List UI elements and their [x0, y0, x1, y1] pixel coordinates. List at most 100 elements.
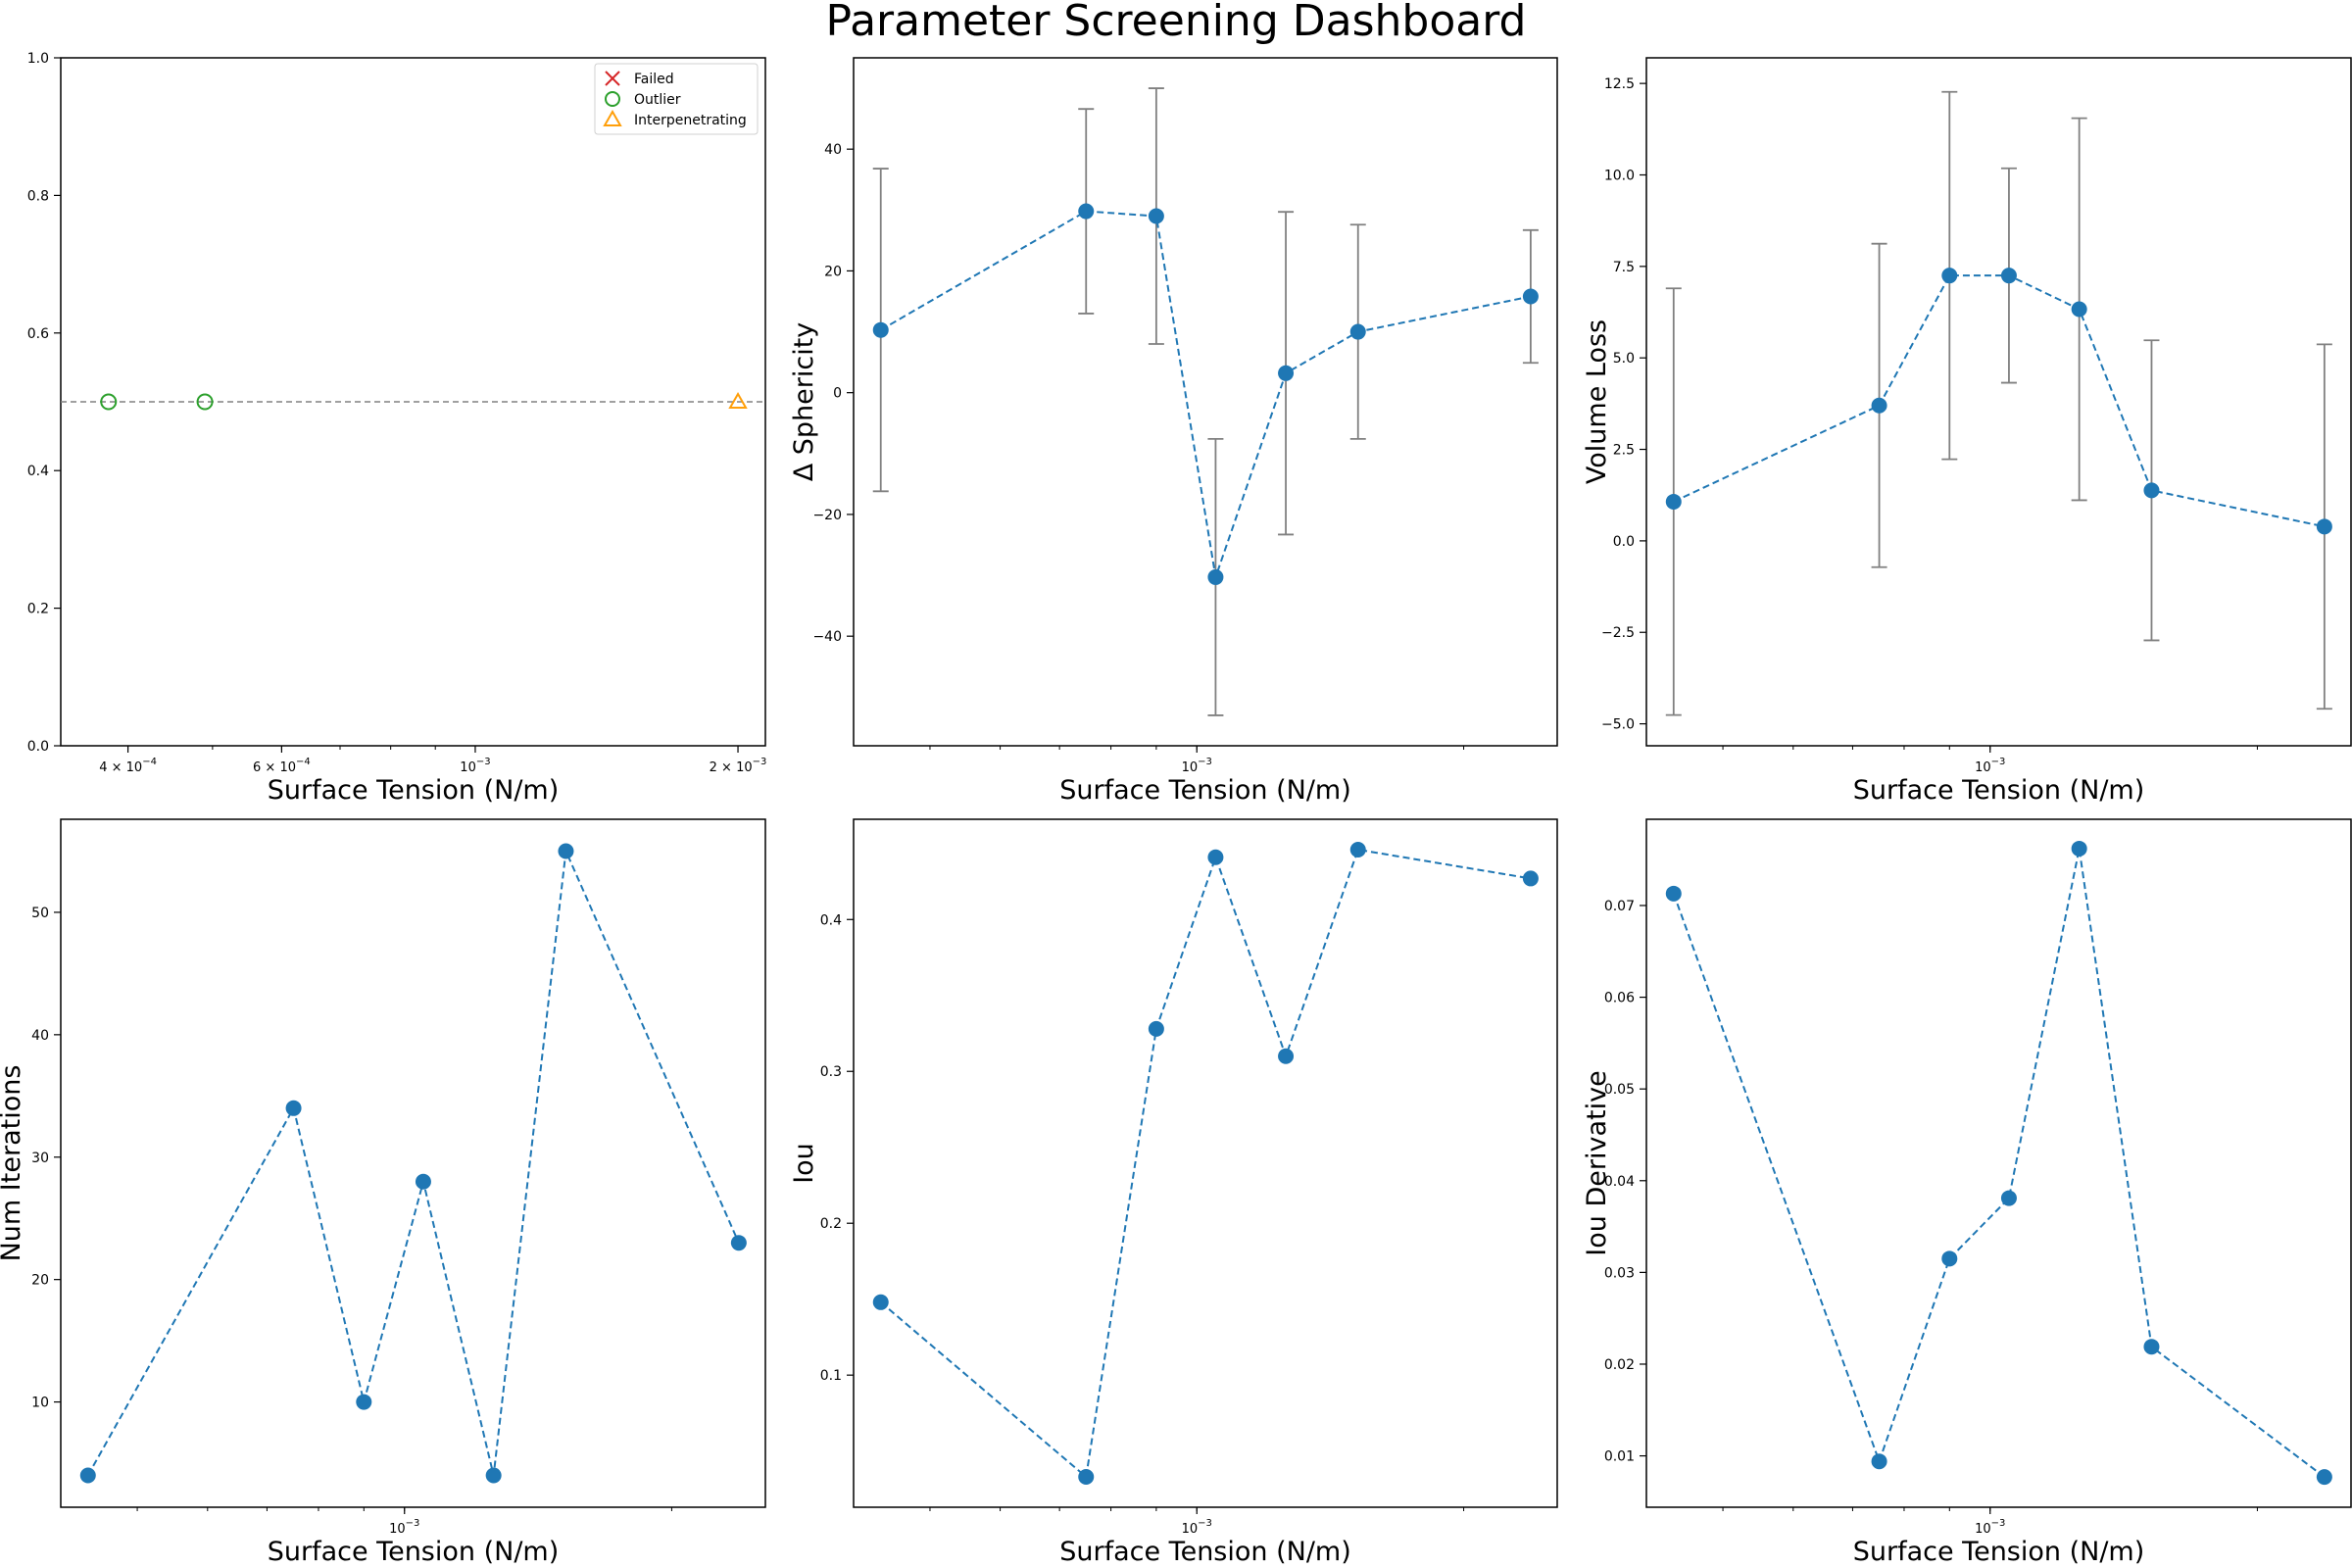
y-tick-label: 0.05	[1604, 1082, 1635, 1098]
y-tick-label: 12.5	[1604, 76, 1635, 92]
data-point	[730, 1235, 747, 1251]
data-point	[1349, 841, 1366, 858]
y-tick-label: 0.01	[1604, 1449, 1635, 1465]
series-line	[1672, 848, 2326, 1478]
data-point	[2316, 518, 2332, 535]
data-point	[356, 1394, 372, 1410]
data-point	[415, 1173, 431, 1190]
data-point	[1078, 203, 1095, 220]
y-tick-label: 30	[31, 1151, 49, 1166]
y-tick-label: 40	[31, 1028, 49, 1044]
chart-panel-4: 10−3 10 20 30 40 50 Surface Tension (N/m) Num I…	[0, 818, 766, 1567]
y-tick-label: 10	[31, 1396, 49, 1411]
data-point	[1665, 885, 1682, 902]
data-point	[485, 1467, 502, 1484]
data-point	[1522, 870, 1539, 887]
x-tick-label: 10−3	[1182, 1518, 1212, 1537]
x-tick-label: 2 × 10−3	[710, 757, 767, 775]
x-axis-label: Surface Tension (N/m)	[1059, 775, 1351, 806]
axes-frame	[853, 818, 1558, 1508]
y-tick-label: 0.2	[820, 1216, 842, 1232]
y-tick-label: 7.5	[1613, 260, 1635, 275]
x-tick-label: 4 × 10−4	[99, 757, 157, 775]
data-point	[1207, 568, 1224, 585]
y-tick-label: 0.8	[27, 188, 49, 204]
data-point	[1871, 397, 1887, 414]
data-point	[1349, 323, 1366, 340]
x-axis-label: Surface Tension (N/m)	[268, 1537, 560, 1567]
x-axis-label: Surface Tension (N/m)	[1853, 1537, 2145, 1567]
y-tick-label: 0.4	[27, 464, 49, 479]
legend: Failed Outlier Interpenetrating	[594, 63, 759, 135]
axes-frame	[853, 57, 1558, 747]
legend-box	[594, 63, 759, 135]
data-point	[1148, 1020, 1164, 1037]
legend-label: Interpenetrating	[634, 113, 747, 128]
legend-marker-interpenetrating	[603, 109, 622, 126]
x-tick-label: 10−3	[389, 1518, 419, 1537]
y-tick-label: 5.0	[1613, 351, 1635, 367]
series-line	[1673, 274, 2326, 528]
data-point	[1665, 493, 1682, 510]
axes-frame	[1645, 818, 2352, 1508]
y-tick-label: 40	[824, 142, 842, 158]
data-point	[79, 1467, 96, 1484]
legend-marker-failed	[605, 71, 620, 86]
series-line	[86, 847, 740, 1477]
data-point	[872, 321, 889, 338]
data-point	[2000, 1190, 2017, 1206]
y-axis-label: Volume Loss	[1582, 319, 1612, 484]
y-tick-label: 10.0	[1604, 168, 1635, 183]
data-point	[2143, 1339, 2160, 1355]
x-tick-label: 10−3	[1975, 1518, 2005, 1537]
data-point	[2071, 840, 2087, 857]
y-tick-label: 0.03	[1604, 1265, 1635, 1281]
data-point	[1522, 288, 1539, 305]
y-tick-label: −40	[812, 629, 842, 645]
data-point	[872, 1294, 889, 1310]
y-tick-label: 0.07	[1604, 899, 1635, 914]
y-axis-label: Iou	[789, 1143, 819, 1184]
dashboard-title: Parameter Screening Dashboard	[825, 0, 1527, 46]
data-point	[2316, 1469, 2332, 1486]
x-tick-label: 6 × 10−4	[253, 757, 311, 775]
axes-frame	[1645, 57, 2352, 747]
data-point	[558, 843, 574, 859]
y-tick-label: −20	[812, 508, 842, 523]
y-tick-label: 0.04	[1604, 1174, 1635, 1190]
chart-panel-3: 10−3 −5.0 −2.5 0.0 2.5 5.0 7.5 10.0 12.5 Surface …	[1582, 57, 2352, 806]
y-tick-label: 0.06	[1604, 991, 1635, 1006]
data-point	[1078, 1469, 1095, 1486]
data-point	[2071, 301, 2087, 318]
y-tick-label: 1.0	[27, 51, 49, 67]
y-tick-label: 0.0	[1613, 534, 1635, 550]
series-line	[880, 848, 1532, 1479]
y-axis-label: Δ Sphericity	[789, 322, 819, 482]
y-tick-label: 0.4	[820, 912, 842, 928]
y-tick-label: 2.5	[1613, 443, 1635, 459]
interpenetrating-point	[728, 391, 748, 409]
y-tick-label: −5.0	[1601, 717, 1635, 733]
data-point	[1871, 1453, 1887, 1470]
x-axis-label: Surface Tension (N/m)	[268, 775, 560, 806]
y-axis-label: Iou Derivative	[1582, 1070, 1612, 1255]
chart-panel-6: 10−3 0.01 0.02 0.03 0.04 0.05 0.06 0.07 Surface …	[1582, 818, 2352, 1567]
data-point	[1278, 365, 1295, 381]
x-axis-label: Surface Tension (N/m)	[1059, 1537, 1351, 1567]
series-line	[880, 210, 1532, 578]
data-point	[1207, 849, 1224, 865]
outlier-point	[100, 393, 118, 411]
data-point	[285, 1100, 302, 1116]
data-point	[1148, 208, 1164, 224]
y-axis-label: Num Iterations	[0, 1065, 26, 1262]
axes-frame	[60, 818, 766, 1508]
chart-panel-2: 10−3 −40 −20 0 20 40 Surface Tension (N/m) Δ Sp…	[789, 57, 1558, 806]
data-point	[1941, 268, 1958, 284]
x-tick-label: 10−3	[460, 757, 490, 775]
y-tick-label: 0.6	[27, 326, 49, 342]
chart-panel-5: 10−3 0.1 0.2 0.3 0.4 Surface Tension (N/m) Iou	[789, 818, 1558, 1567]
x-tick-label: 10−3	[1182, 757, 1212, 775]
data-point	[1941, 1250, 1958, 1267]
y-tick-label: 0	[833, 386, 842, 402]
